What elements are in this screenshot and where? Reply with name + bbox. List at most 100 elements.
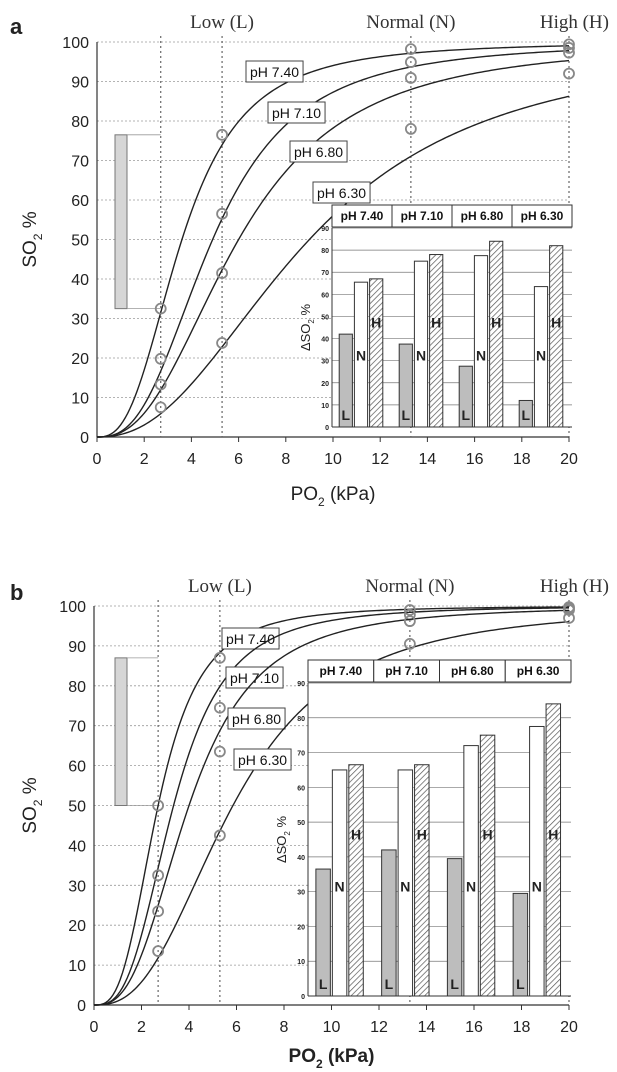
y-axis-title-sub: 2 [31,233,45,240]
region-label: High (H) [540,12,609,33]
y-tick-label: 80 [68,679,86,696]
y-tick-label: 80 [71,114,89,131]
series-label-box [221,627,280,650]
x-tick-label: 14 [418,1019,436,1036]
y-axis-title: SO2 % [20,777,45,833]
inset-y-axis-title-main: ΔSO [298,324,313,351]
inset-y-tick-label: 30 [321,359,329,366]
inset-bar-n [463,745,479,997]
x-axis-title-sub: 2 [316,1057,323,1071]
series-label: pH 7.10 [272,105,321,121]
data-point-marker [403,615,416,628]
series-label-box [312,181,371,204]
inset-bar-label: N [356,348,366,364]
inset-bar-label: L [342,407,351,423]
y-axis-title-main: SO [20,240,41,267]
x-tick-label: 0 [93,451,102,468]
y-tick-label: 20 [68,918,86,935]
inset-group-label: pH 6.80 [451,664,494,678]
inset-y-tick-label: 80 [297,716,305,723]
data-point-marker [404,72,417,84]
series-label: pH 6.30 [238,752,287,768]
inset-bar-n [473,255,489,428]
x-tick-label: 20 [560,451,578,468]
x-tick-label: 4 [187,451,196,468]
x-tick-label: 20 [560,1019,578,1036]
region-label: Low (L) [190,12,254,33]
inset-bar-label: H [351,827,361,843]
inset-group-label: pH 7.40 [341,209,384,223]
inset-bar-h [369,278,384,428]
y-tick-label: 60 [71,193,89,210]
y-tick-label: 0 [80,430,89,447]
x-tick-label: 8 [281,451,290,468]
x-axis-title-sub: 2 [318,495,325,509]
inset-bar-label: L [522,407,531,423]
inset-group-label: pH 7.10 [401,209,444,223]
series-label-box [267,101,326,124]
data-point-marker [154,302,167,315]
inset-y-tick-label: 20 [297,924,305,931]
inset-y-axis-title: ΔSO2 % [274,816,292,864]
data-point-marker [403,604,416,616]
data-point-marker [563,42,575,54]
inset-y-tick-label: 60 [297,785,305,792]
inset-group-label: pH 6.80 [461,209,504,223]
data-point-marker [563,38,575,51]
x-axis-title: PO2 (kPa) [291,484,376,509]
saturation-range-bar [114,134,128,310]
y-tick-label: 50 [71,233,89,250]
oxygen-dissociation-curve [93,607,570,1006]
y-axis-title: SO2 % [20,211,45,267]
inset-bar-label: L [385,976,394,992]
x-tick-label: 2 [137,1019,146,1036]
inset-bar-n [529,725,545,997]
y-tick-label: 20 [71,351,89,368]
x-tick-label: 6 [234,451,243,468]
data-point-marker [154,352,167,365]
x-tick-label: 16 [466,451,484,468]
data-point-marker [563,46,575,59]
inset-y-tick-label: 70 [321,270,329,277]
series-label: pH 6.30 [317,185,366,201]
y-tick-label: 100 [59,599,86,616]
series-label-box [289,140,348,163]
region-label: High (H) [540,576,609,597]
y-tick-label: 50 [68,799,86,816]
inset-bar-label: H [371,315,381,331]
inset-bar-label: N [416,348,426,364]
region-label: Normal (N) [365,576,454,597]
inset-y-tick-label: 10 [321,403,329,410]
y-tick-label: 30 [68,878,86,895]
inset-y-tick-label: 0 [301,994,305,1001]
inset-y-axis-title-main: ΔSO [274,836,289,863]
inset-y-tick-label: 10 [297,959,305,966]
series-label: pH 6.80 [294,144,343,160]
x-tick-label: 2 [140,451,149,468]
x-tick-label: 6 [232,1019,241,1036]
x-tick-label: 0 [90,1019,99,1036]
inset-y-axis-title-unit: % [298,304,313,320]
y-tick-label: 70 [68,719,86,736]
inset-bar-label: H [417,827,427,843]
inset-bar-label: L [516,976,525,992]
series-label: pH 7.40 [226,631,275,647]
inset-bar-n [413,260,429,428]
y-tick-label: 40 [71,272,89,289]
x-axis-title: PO2 (kPa) [289,1046,375,1071]
x-tick-label: 4 [185,1019,194,1036]
y-tick-label: 100 [62,35,89,52]
y-axis-title-sub: 2 [31,799,45,806]
series-label-box [245,60,304,83]
inset-y-axis-title-sub: 2 [307,319,316,324]
inset-bar-h [489,240,504,428]
inset-bar-label: L [462,407,471,423]
series-label-box [233,748,292,771]
x-tick-label: 18 [513,1019,531,1036]
inset-bar-label: N [536,348,546,364]
data-point-marker [152,945,165,958]
oxygen-dissociation-curve [93,609,570,1006]
data-point-marker [563,604,575,616]
data-point-marker [216,128,228,141]
